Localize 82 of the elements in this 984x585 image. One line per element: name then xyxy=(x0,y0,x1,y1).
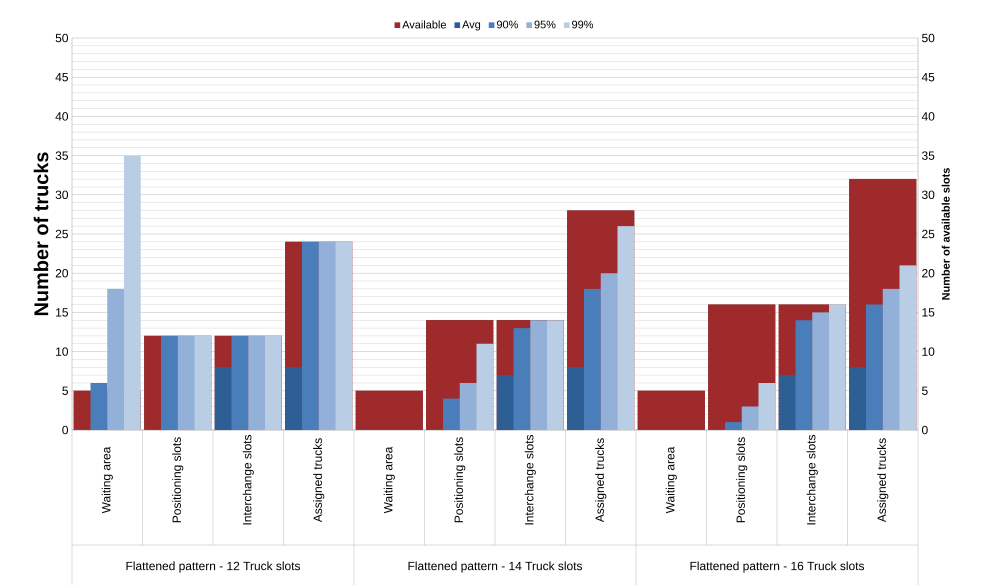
y2-tick-label: 45 xyxy=(922,73,934,82)
bar xyxy=(584,288,601,430)
bar xyxy=(264,336,282,430)
bar xyxy=(178,336,194,430)
bar xyxy=(778,375,796,430)
y-tick-label: 35 xyxy=(56,151,68,160)
bar xyxy=(882,288,900,430)
bar xyxy=(107,288,124,430)
x-tick-label: Assigned trucks xyxy=(877,438,888,522)
bar xyxy=(194,336,212,430)
bar xyxy=(900,265,916,430)
x-tick-label: Positioning slots xyxy=(172,437,184,522)
x-tick-label: Positioning slots xyxy=(454,437,466,522)
bar xyxy=(161,336,178,430)
y2-axis-title: Number of available slots xyxy=(942,168,950,300)
legend-label: 90% xyxy=(496,20,518,28)
bar xyxy=(796,320,812,430)
y-tick-label: 25 xyxy=(56,230,68,238)
y-tick-label: 5 xyxy=(62,386,68,395)
y2-tick-label: 15 xyxy=(922,308,934,317)
x-tick-label: Interchange slots xyxy=(806,434,818,524)
bar xyxy=(232,336,248,430)
y2-tick-label: 50 xyxy=(922,34,934,42)
y2-tick-label: 0 xyxy=(922,426,928,434)
y-tick-label: 20 xyxy=(56,268,68,278)
x-tick-label: Interchange slots xyxy=(524,434,536,524)
y2-tick-label: 40 xyxy=(922,112,934,121)
bar xyxy=(546,320,564,430)
bar xyxy=(514,328,530,430)
y-tick-label: 50 xyxy=(56,34,68,42)
bar xyxy=(214,367,232,430)
bar xyxy=(617,226,634,430)
bar xyxy=(742,406,758,430)
bar xyxy=(356,390,423,430)
text: Flattened pattern - 14 Truck slots xyxy=(408,561,582,573)
bar xyxy=(248,336,265,430)
bar xyxy=(812,312,829,430)
bar xyxy=(496,375,514,430)
x-tick-label: Waiting area xyxy=(384,446,395,514)
bar xyxy=(460,382,476,430)
x-tick-label: Assigned trucks xyxy=(313,438,324,522)
bar xyxy=(90,382,108,430)
bar xyxy=(600,273,618,430)
bar xyxy=(285,367,302,430)
y2-tick-label: 25 xyxy=(922,230,934,238)
y-tick-label: 0 xyxy=(62,426,68,434)
bar xyxy=(335,242,352,430)
y-tick-label: 30 xyxy=(56,190,68,200)
bar xyxy=(530,320,547,430)
bar xyxy=(849,367,866,430)
y-tick-label: 10 xyxy=(56,347,68,356)
y2-tick-label: 35 xyxy=(922,151,934,160)
x-tick-label: Positioning slots xyxy=(736,437,748,522)
text: Flattened pattern - 12 Truck slots xyxy=(126,561,300,573)
bar xyxy=(567,367,584,430)
legend-label: Avg xyxy=(462,20,480,30)
legend-label: Available xyxy=(402,20,446,29)
bar xyxy=(829,304,846,430)
y-tick-label: 15 xyxy=(56,308,68,317)
bar xyxy=(725,422,742,430)
y-tick-label: 45 xyxy=(55,73,68,82)
bar xyxy=(476,344,494,430)
legend-label: 95% xyxy=(534,20,556,28)
bar xyxy=(302,242,319,430)
y-tick-label: 40 xyxy=(55,112,68,121)
y2-tick-label: 30 xyxy=(922,190,934,200)
bar xyxy=(443,398,460,430)
x-tick-label: Waiting area xyxy=(102,446,113,514)
text: Flattened pattern - 16 Truck slots xyxy=(690,561,864,573)
bar xyxy=(638,390,705,430)
y2-tick-label: 5 xyxy=(922,386,928,395)
legend-label: 99% xyxy=(572,20,594,28)
x-tick-label: Waiting area xyxy=(666,446,677,514)
y2-tick-label: 20 xyxy=(922,268,934,278)
bar xyxy=(758,382,776,430)
y-axis-title: Number of trucks xyxy=(34,152,48,316)
bar xyxy=(866,304,883,430)
x-tick-label: Assigned trucks xyxy=(595,438,606,522)
bar xyxy=(318,242,336,430)
x-tick-label: Interchange slots xyxy=(242,434,254,524)
y2-tick-label: 10 xyxy=(922,347,934,356)
bar xyxy=(124,156,141,430)
